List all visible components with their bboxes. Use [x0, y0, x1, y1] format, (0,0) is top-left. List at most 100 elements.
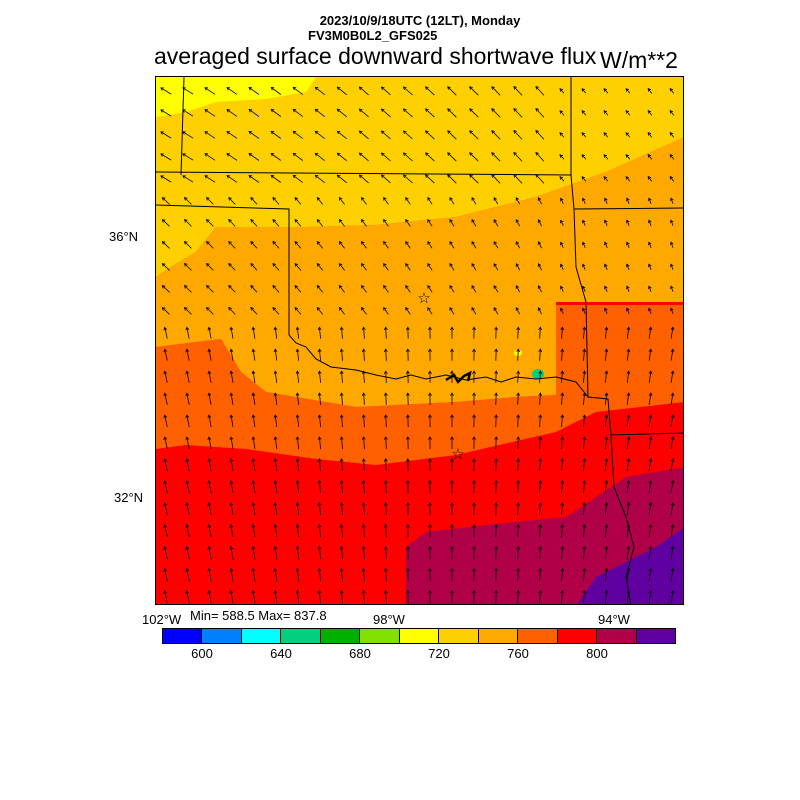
wind-vector-head — [670, 263, 674, 268]
wind-vector-head — [182, 153, 186, 157]
wind-vector — [208, 524, 212, 538]
wind-vector — [626, 308, 630, 314]
wind-vector-head — [316, 285, 321, 289]
wind-vector — [339, 219, 345, 227]
wind-vector-head — [670, 458, 675, 462]
wind-vector-head — [560, 545, 565, 550]
wind-vector — [252, 546, 256, 560]
wind-vector-head — [494, 458, 498, 462]
wind-vector — [385, 414, 387, 428]
wind-vector-head — [582, 480, 587, 484]
wind-vector — [647, 154, 653, 160]
wind-vector-head — [383, 589, 388, 594]
wind-vector — [539, 524, 541, 538]
wind-vector-head — [405, 306, 409, 311]
wind-vector-head — [472, 589, 476, 594]
wind-vector — [339, 241, 345, 249]
wind-vector — [164, 524, 168, 538]
wind-vector-head — [163, 502, 167, 506]
wind-vector-head — [425, 130, 429, 134]
wind-vector-head — [670, 436, 675, 440]
wind-vector — [294, 241, 302, 249]
wind-vector — [670, 480, 674, 494]
lon-label-102: 102°W — [142, 612, 182, 627]
wind-vector-head — [358, 86, 363, 91]
wind-vector — [361, 307, 367, 315]
wind-vector-head — [207, 567, 212, 572]
wind-vector-head — [450, 414, 454, 418]
wind-vector — [337, 108, 347, 118]
wind-vector-head — [560, 414, 565, 418]
wind-vector — [272, 307, 280, 315]
wind-vector-head — [427, 241, 431, 245]
wind-vector-head — [647, 175, 652, 180]
wind-vector — [582, 220, 586, 226]
wind-vector — [538, 197, 542, 205]
wind-vector-head — [405, 218, 409, 223]
wind-vector — [381, 108, 391, 118]
wind-vector-head — [336, 86, 341, 91]
wind-vector — [319, 393, 321, 405]
wind-vector — [539, 393, 541, 405]
wind-vector-head — [383, 480, 388, 484]
wind-vector-head — [272, 241, 277, 245]
wind-vector-head — [207, 589, 212, 594]
wind-vector-head — [248, 109, 253, 113]
wind-vector — [228, 285, 236, 293]
wind-vector-head — [317, 567, 322, 572]
wind-vector-head — [626, 524, 631, 528]
wind-vector — [226, 153, 238, 161]
wind-vector-head — [472, 414, 476, 418]
wind-vector — [228, 219, 236, 227]
wind-vector — [626, 371, 630, 383]
wind-vector-head — [472, 502, 476, 506]
wind-vector — [206, 307, 214, 315]
wind-vector — [581, 154, 587, 160]
wind-vector — [252, 568, 256, 582]
wind-vector-head — [358, 174, 363, 179]
wind-vector — [162, 285, 170, 293]
wind-vector-head — [295, 458, 300, 462]
wind-vector — [363, 458, 365, 472]
wind-vector-head — [383, 567, 388, 572]
wind-vector-head — [270, 153, 275, 157]
wind-vector — [359, 130, 369, 140]
lon-label-98: 98°W — [373, 612, 405, 627]
wind-vector — [385, 393, 387, 405]
wind-vector-head — [383, 306, 387, 311]
wind-vector-head — [625, 110, 630, 114]
wind-vector-head — [160, 175, 164, 179]
wind-vector-head — [428, 589, 432, 594]
wind-vector — [449, 263, 455, 271]
wind-vector-head — [183, 241, 188, 245]
wind-vector — [605, 349, 607, 361]
wind-vector — [363, 349, 365, 361]
wind-vector-head — [250, 307, 254, 311]
wind-vector — [272, 197, 280, 205]
wind-vector — [539, 414, 541, 428]
wind-vector — [582, 242, 586, 248]
wind-vector-head — [251, 348, 256, 353]
wind-vector-head — [581, 154, 586, 158]
wind-vector — [517, 458, 519, 472]
wind-vector-head — [294, 197, 299, 201]
wind-vector — [491, 174, 501, 184]
wind-vector-head — [405, 523, 410, 528]
wind-vector-head — [160, 153, 164, 157]
wind-vector — [603, 132, 609, 138]
wind-vector-head — [163, 458, 167, 463]
wind-vector-head — [604, 480, 609, 484]
wind-vector-head — [206, 285, 210, 289]
wind-vector-head — [604, 436, 609, 440]
lat-label-32: 32°N — [114, 490, 144, 505]
wind-vector — [296, 568, 300, 582]
wind-vector-head — [450, 589, 454, 594]
wind-vector — [583, 349, 585, 361]
wind-vector — [272, 241, 280, 249]
wind-vector-head — [669, 87, 674, 92]
wind-vector-head — [471, 197, 475, 201]
wind-vector-head — [183, 219, 188, 223]
wind-vector — [626, 502, 630, 516]
wind-vector — [385, 436, 387, 450]
wind-vector — [318, 590, 322, 604]
